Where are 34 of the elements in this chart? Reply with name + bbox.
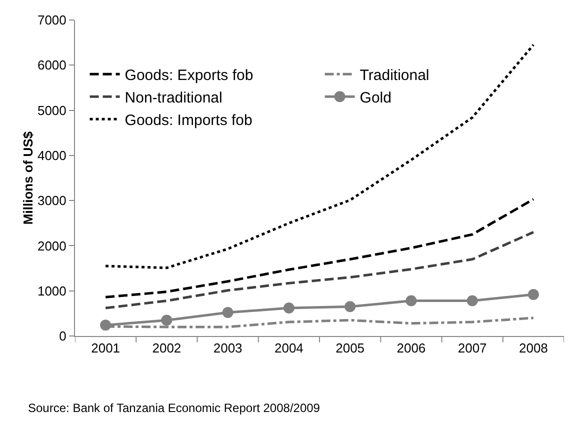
y-tick-label: 7000 bbox=[37, 12, 66, 28]
point bbox=[406, 295, 417, 306]
point bbox=[161, 314, 172, 326]
point bbox=[466, 295, 478, 306]
x-tick-label: 2001 bbox=[91, 340, 120, 356]
point bbox=[100, 320, 112, 331]
y-axis-title: Millions of US$ bbox=[20, 130, 36, 225]
x-tick-label: 2008 bbox=[518, 340, 548, 356]
point bbox=[344, 301, 356, 312]
legend-label: Goods: Exports fob bbox=[124, 67, 254, 84]
x-tick-label: 2003 bbox=[213, 340, 242, 356]
x-tick-label: 2002 bbox=[152, 340, 182, 356]
line-series bbox=[104, 198, 535, 298]
point bbox=[283, 302, 294, 314]
line-series bbox=[104, 44, 535, 270]
y-tick-label: 5000 bbox=[37, 102, 66, 118]
legend-label: Traditional bbox=[360, 67, 430, 84]
x-tick-label: 2005 bbox=[336, 340, 365, 356]
point bbox=[222, 307, 234, 318]
legend-label: Gold bbox=[360, 90, 392, 107]
x-tick-label: 2007 bbox=[458, 340, 487, 356]
source-note: Source: Bank of Tanzania Economic Report 2008/2009 bbox=[28, 401, 320, 415]
x-tick-label: 2006 bbox=[396, 340, 426, 356]
y-tick-label: 0 bbox=[59, 328, 66, 344]
line-series bbox=[104, 230, 535, 310]
y-tick-label: 3000 bbox=[37, 193, 66, 208]
y-tick-label: 6000 bbox=[37, 58, 66, 73]
legend-label: Goods: Imports fob bbox=[124, 112, 252, 130]
y-tick-label: 2000 bbox=[37, 238, 66, 254]
y-tick-label: 1000 bbox=[37, 283, 66, 298]
y-tick-label: 4000 bbox=[37, 148, 66, 163]
legend-label: Non-traditional bbox=[124, 90, 222, 107]
x-tick-label: 2004 bbox=[274, 340, 304, 356]
point bbox=[528, 288, 539, 300]
